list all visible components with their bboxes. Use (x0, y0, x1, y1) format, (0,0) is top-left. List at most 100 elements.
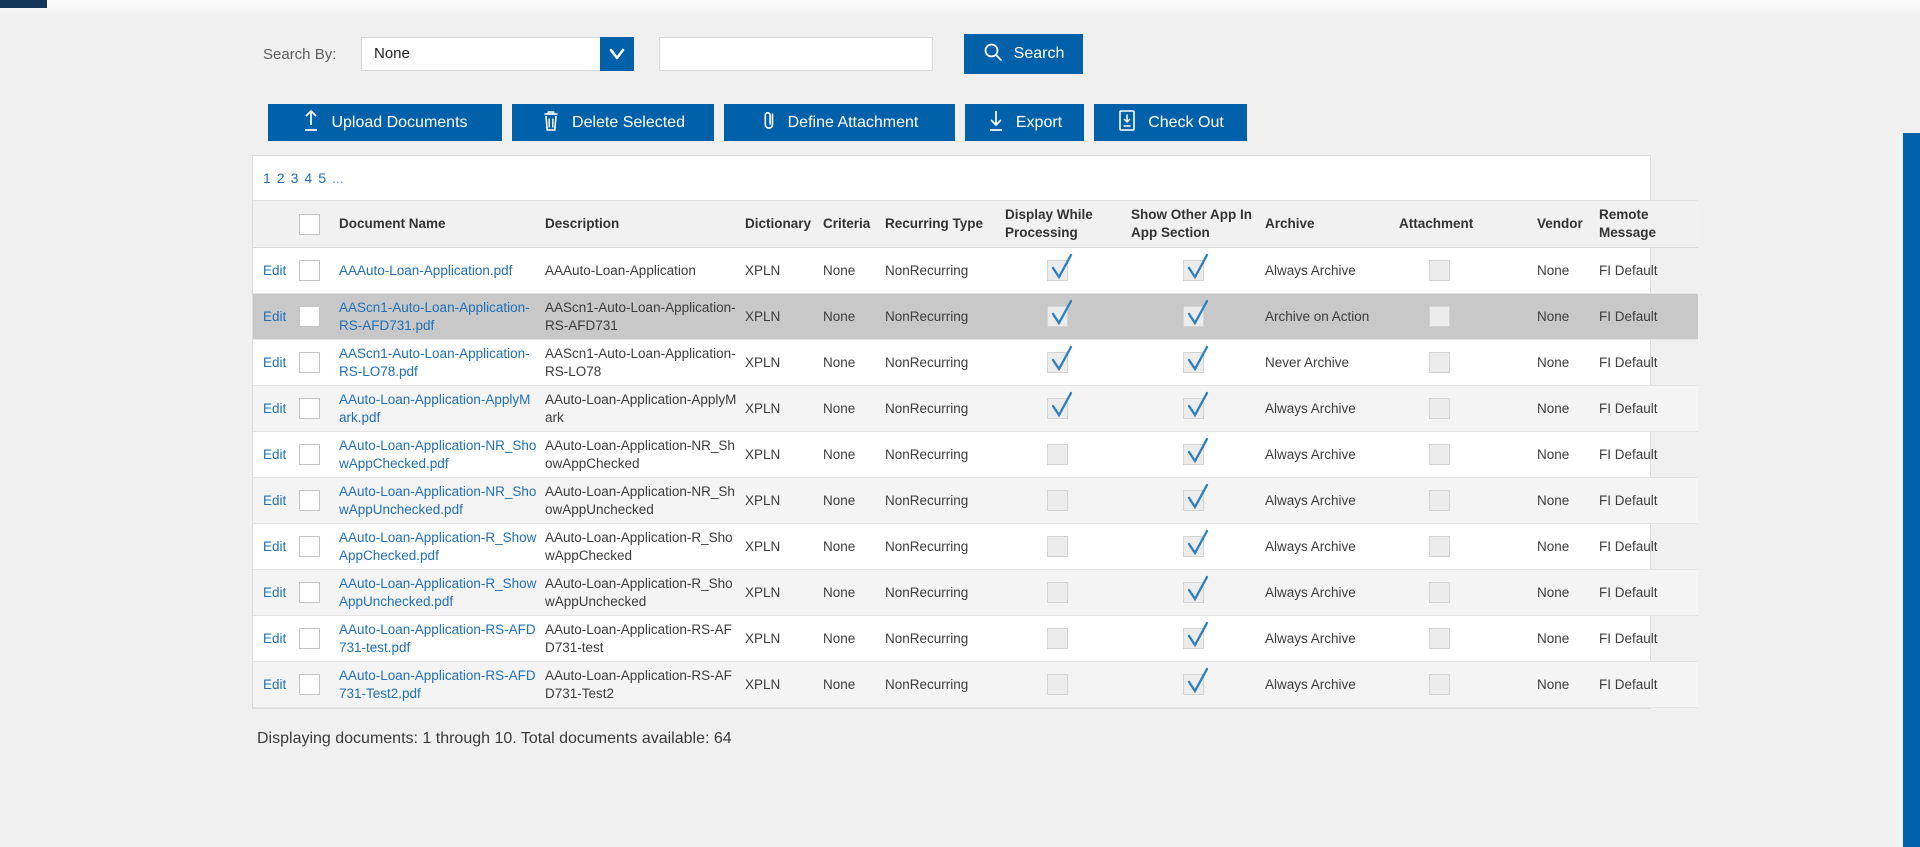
page-link-1[interactable]: 1 (263, 170, 271, 186)
row-select-checkbox[interactable] (299, 306, 320, 328)
document-name-link[interactable]: AAuto-Loan-Application-NR_ShowAppChecked… (339, 437, 537, 471)
row-select-checkbox[interactable] (299, 674, 320, 696)
show-other-app-checkbox[interactable] (1183, 346, 1209, 374)
attachment-checkbox[interactable] (1429, 306, 1450, 328)
criteria-cell: None (823, 385, 885, 433)
search-button-label: Search (1013, 45, 1065, 62)
display-while-processing-checkbox[interactable] (1047, 628, 1068, 650)
table-row: Edit AAAuto-Loan-Application.pdf AAAuto-… (253, 247, 1698, 295)
check-out-label: Check Out (1148, 113, 1224, 131)
export-button[interactable]: Export (965, 104, 1084, 141)
row-select-checkbox[interactable] (299, 490, 320, 512)
search-input[interactable] (659, 37, 933, 71)
edit-link[interactable]: Edit (263, 400, 287, 416)
dictionary-cell: XPLN (745, 385, 823, 433)
attachment-checkbox[interactable] (1429, 398, 1450, 420)
define-attachment-button[interactable]: Define Attachment (724, 104, 955, 141)
criteria-cell: None (823, 477, 885, 525)
show-other-app-checkbox[interactable] (1183, 668, 1209, 696)
edit-link[interactable]: Edit (263, 584, 287, 600)
export-icon (987, 109, 1005, 137)
display-while-processing-checkbox[interactable] (1047, 536, 1068, 558)
attachment-checkbox[interactable] (1429, 674, 1450, 696)
table-row: Edit AAScn1-Auto-Loan-Application-RS-AFD… (253, 293, 1698, 341)
delete-selected-button[interactable]: Delete Selected (512, 104, 714, 141)
display-while-processing-checkbox[interactable] (1047, 674, 1068, 696)
show-other-app-checkbox[interactable] (1183, 300, 1209, 328)
page-ellipsis[interactable]: ... (331, 170, 344, 186)
page-link-5[interactable]: 5 (318, 170, 326, 186)
document-name-link[interactable]: AAuto-Loan-Application-R_ShowAppUnchecke… (339, 575, 537, 609)
show-other-app-checkbox[interactable] (1183, 576, 1209, 604)
row-select-checkbox[interactable] (299, 260, 320, 282)
display-while-processing-checkbox[interactable] (1047, 346, 1073, 374)
document-name-link[interactable]: AAuto-Loan-Application-NR_ShowAppUncheck… (339, 483, 537, 517)
attachment-checkbox[interactable] (1429, 352, 1450, 374)
attachment-checkbox[interactable] (1429, 260, 1450, 282)
delete-selected-label: Delete Selected (572, 113, 685, 131)
show-other-app-checkbox[interactable] (1183, 438, 1209, 466)
row-select-checkbox[interactable] (299, 444, 320, 466)
show-other-app-checkbox[interactable] (1183, 484, 1209, 512)
show-other-app-checkbox[interactable] (1183, 392, 1209, 420)
document-name-link[interactable]: AAuto-Loan-Application-RS-AFD731-Test2.p… (339, 667, 536, 701)
edit-link[interactable]: Edit (263, 492, 287, 508)
select-all-checkbox[interactable] (299, 213, 320, 235)
display-while-processing-checkbox[interactable] (1047, 490, 1068, 512)
search-by-dropdown[interactable]: None (361, 37, 634, 71)
document-name-link[interactable]: AAScn1-Auto-Loan-Application-RS-LO78.pdf (339, 345, 530, 379)
row-select-checkbox[interactable] (299, 628, 320, 650)
remote-message-cell: FI Default (1599, 569, 1698, 617)
upload-documents-button[interactable]: Upload Documents (268, 104, 502, 141)
header-select-all (299, 199, 339, 249)
description-cell: AAScn1-Auto-Loan-Application-RS-LO78 (545, 339, 745, 387)
dictionary-cell: XPLN (745, 523, 823, 571)
row-select-checkbox[interactable] (299, 352, 320, 374)
chevron-down-icon[interactable] (600, 37, 634, 71)
edit-link[interactable]: Edit (263, 676, 287, 692)
edit-link[interactable]: Edit (263, 308, 287, 324)
search-button[interactable]: Search (964, 34, 1083, 74)
check-out-button[interactable]: Check Out (1094, 104, 1247, 141)
display-while-processing-checkbox[interactable] (1047, 582, 1068, 604)
page-link-4[interactable]: 4 (304, 170, 313, 186)
document-name-link[interactable]: AAAuto-Loan-Application.pdf (339, 262, 513, 278)
table-header-row: Document Name Description Dictionary Cri… (253, 199, 1698, 249)
row-select-checkbox[interactable] (299, 536, 320, 558)
edit-link[interactable]: Edit (263, 630, 287, 646)
edit-link[interactable]: Edit (263, 446, 287, 462)
upload-documents-label: Upload Documents (331, 113, 468, 131)
show-other-app-checkbox[interactable] (1183, 254, 1209, 282)
attachment-checkbox[interactable] (1429, 536, 1450, 558)
attachment-checkbox[interactable] (1429, 582, 1450, 604)
display-while-processing-checkbox[interactable] (1047, 254, 1073, 282)
header-attachment: Attachment (1399, 199, 1537, 249)
edit-link[interactable]: Edit (263, 262, 287, 278)
document-name-link[interactable]: AAScn1-Auto-Loan-Application-RS-AFD731.p… (339, 299, 530, 333)
page-link-3[interactable]: 3 (290, 170, 299, 186)
show-other-app-checkbox[interactable] (1183, 622, 1209, 650)
display-while-processing-checkbox[interactable] (1047, 392, 1073, 420)
header-remote-message: Remote Message (1599, 199, 1698, 249)
row-select-checkbox[interactable] (299, 582, 320, 604)
header-display-while-processing: Display While Processing (1005, 199, 1131, 249)
vertical-scrollbar[interactable] (1903, 133, 1920, 847)
recurring-type-cell: NonRecurring (885, 385, 1005, 433)
attachment-checkbox[interactable] (1429, 490, 1450, 512)
display-while-processing-checkbox[interactable] (1047, 444, 1068, 466)
header-criteria: Criteria (823, 199, 885, 249)
document-name-link[interactable]: AAuto-Loan-Application-R_ShowAppChecked.… (339, 529, 537, 563)
row-select-checkbox[interactable] (299, 398, 320, 420)
show-other-app-checkbox[interactable] (1183, 530, 1209, 558)
edit-link[interactable]: Edit (263, 354, 287, 370)
table-row: Edit AAuto-Loan-Application-RS-AFD731-Te… (253, 661, 1698, 709)
display-while-processing-checkbox[interactable] (1047, 300, 1073, 328)
attachment-checkbox[interactable] (1429, 444, 1450, 466)
document-name-link[interactable]: AAuto-Loan-Application-ApplyMark.pdf (339, 391, 531, 425)
remote-message-cell: FI Default (1599, 339, 1698, 387)
document-name-link[interactable]: AAuto-Loan-Application-RS-AFD731-test.pd… (339, 621, 536, 655)
edit-link[interactable]: Edit (263, 538, 287, 554)
attachment-checkbox[interactable] (1429, 628, 1450, 650)
page-link-2[interactable]: 2 (276, 170, 285, 186)
paperclip-icon (761, 109, 777, 137)
